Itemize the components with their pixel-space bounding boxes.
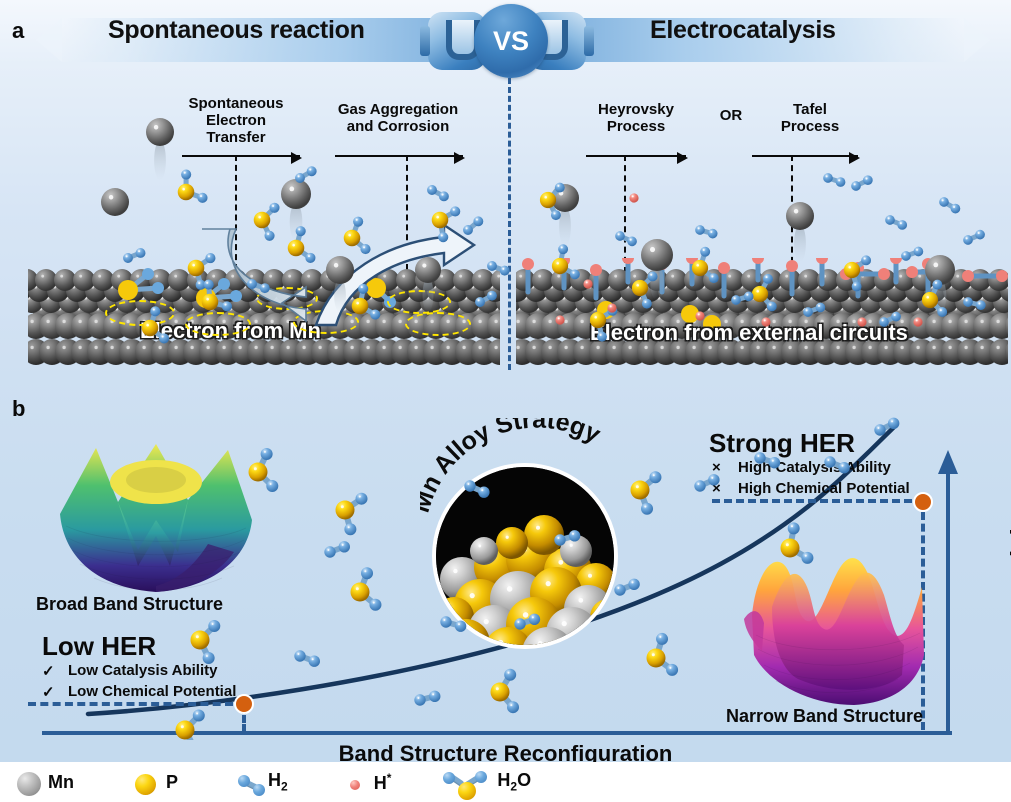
defect-ellipse: [185, 312, 251, 336]
dash-divider-left-2: [406, 155, 408, 270]
legend-item-mn: Mn: [14, 762, 74, 802]
defect-ellipse: [105, 300, 175, 326]
p-sphere-icon: [132, 765, 166, 799]
vs-badge-label: VS: [492, 25, 530, 56]
legend-item-h2o: H2O: [441, 762, 531, 802]
header-title-right: Electrocatalysis: [650, 16, 836, 44]
low-her-marker: [234, 694, 254, 714]
strong-her-guide-horizontal: [712, 499, 912, 503]
low-her-mark-2: ✓: [42, 684, 55, 701]
y-axis: [938, 450, 958, 734]
defect-ellipse: [256, 287, 318, 310]
legend-item-p: P: [132, 762, 178, 802]
panel-b-letter: b: [12, 396, 26, 421]
legend-item-h2: H2: [234, 762, 288, 802]
mn-alloy-strategy-image: [432, 463, 618, 649]
or-label: OR: [719, 107, 743, 124]
dash-divider-left-1: [235, 155, 237, 270]
h2-molecule-icon: [234, 765, 268, 799]
h-radical-icon: [340, 765, 374, 799]
process-label-spontaneous-electron-transfer: Spontaneous Electron Transfer: [188, 95, 284, 146]
legend-label-p: P: [166, 771, 179, 792]
low-her-bullet-2: Low Chemical Potential: [68, 683, 237, 700]
legend-item-h-radical: H*: [340, 762, 392, 802]
y-axis-label: HER Activity: [1005, 505, 1011, 661]
process-label-gas-aggregation: Gas Aggregation and Corrosion: [337, 101, 459, 135]
dash-divider-right-1: [624, 155, 626, 273]
strong-her-mark-1: ×: [712, 459, 721, 476]
strong-her-bullet-2: High Chemical Potential: [738, 480, 910, 497]
ribbon-right: [560, 18, 990, 62]
process-label-tafel: Tafel Process: [780, 101, 840, 135]
vs-badge: VS: [474, 4, 548, 78]
low-her-guide-horizontal: [28, 702, 233, 706]
defect-ellipse: [405, 312, 471, 336]
slab-right-label: Electron from external circuits: [590, 320, 908, 345]
h2o-molecule-icon: [441, 765, 489, 800]
bracket-left-icon: [420, 12, 486, 70]
strong-her-mark-2: ×: [712, 480, 721, 497]
panel-b-molecules: [175, 417, 900, 740]
x-axis-label: Band Structure Reconfiguration: [338, 741, 673, 766]
low-her-guide-vertical: [242, 706, 246, 732]
low-her-title: Low HER: [42, 631, 157, 661]
ribbon-left: [36, 18, 462, 62]
broad-band-caption: Broad Band Structure: [36, 594, 224, 614]
panel-a-molecules: [101, 118, 986, 344]
low-her-bullet-1: Low Catalysis Ability: [68, 662, 218, 679]
narrow-band-caption: Narrow Band Structure: [726, 706, 924, 726]
arrow-gas-aggregation: [335, 152, 465, 164]
x-axis: [42, 731, 952, 735]
legend-label-h2: H2: [268, 770, 288, 794]
process-label-heyrovsky: Heyrovsky Process: [598, 101, 674, 135]
narrow-band-surface-plot: [744, 557, 924, 705]
strong-her-title: Strong HER: [709, 428, 855, 458]
legend-label-h-radical: H*: [373, 770, 392, 793]
strong-her-marker: [913, 492, 933, 512]
arrow-tafel: [752, 152, 860, 164]
legend-label-mn: Mn: [48, 771, 74, 792]
broad-band-surface-plot: [60, 444, 252, 592]
mn-sphere-icon: [14, 765, 48, 799]
panel-a-letter: a: [12, 18, 25, 43]
panel-a-divider: [508, 78, 511, 370]
legend-label-h2o: H2O: [497, 770, 532, 794]
arrow-spontaneous-electron-transfer: [182, 152, 302, 164]
header-title-left: Spontaneous reaction: [108, 16, 365, 44]
legend-bar: Mn P H2 H*: [0, 762, 1011, 802]
arrow-heyrovsky: [586, 152, 688, 164]
low-her-mark-1: ✓: [42, 663, 55, 680]
slab-right: [494, 252, 1011, 373]
